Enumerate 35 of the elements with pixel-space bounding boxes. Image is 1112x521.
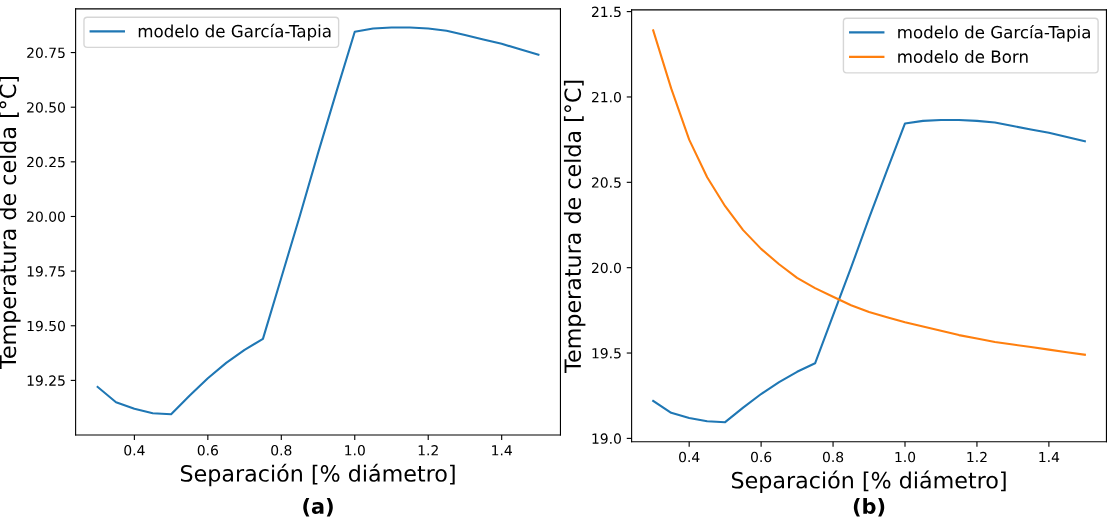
x-tick-label: 1.0 xyxy=(895,451,916,463)
x-tick-label: 0.8 xyxy=(271,445,292,456)
x-tick-label: 1.2 xyxy=(967,451,987,463)
y-tick-label: 20.5 xyxy=(591,177,621,188)
y-tick-label: 20.25 xyxy=(27,156,65,168)
y-tick-label: 19.50 xyxy=(27,320,65,332)
text: (b) xyxy=(853,497,885,517)
x-axis-title: Separación [% diámetro] xyxy=(731,470,1006,493)
y-tick-label: 20.50 xyxy=(27,102,65,113)
x-tick-label: 0.4 xyxy=(679,451,700,463)
x-tick-label: 0.4 xyxy=(124,445,145,456)
x-tick-label: 0.8 xyxy=(822,451,844,463)
x-tick-label: 0.6 xyxy=(197,445,219,456)
x-axis-title: Separación [% diámetro] xyxy=(180,463,455,487)
y-tick-label: 19.0 xyxy=(592,433,621,444)
line-series xyxy=(652,118,1086,424)
y-tick-label: 20.0 xyxy=(591,262,621,274)
y-tick-label: 20.00 xyxy=(27,211,65,222)
legend-label: modelo de García-Tapia xyxy=(138,23,331,41)
x-tick-label: 0.6 xyxy=(750,451,772,463)
x-tick-label: 1.4 xyxy=(1039,451,1060,463)
y-axis-title: Temperatura de celda [°C] xyxy=(563,80,586,373)
y-tick-label: 21.5 xyxy=(591,6,621,18)
x-tick-label: 1.0 xyxy=(345,445,365,456)
legend-label: modelo de García-Tapia xyxy=(898,24,1090,42)
x-tick-label: 1.4 xyxy=(492,445,512,456)
x-tick-label: 1.2 xyxy=(418,445,438,456)
legend-label: modelo de Born xyxy=(898,50,1028,63)
y-tick-label: 19.75 xyxy=(27,266,65,277)
text: (a) xyxy=(303,497,333,517)
y-tick-label: 21.0 xyxy=(591,91,621,103)
y-axis-title: Temperatura de celda [°C] xyxy=(0,76,21,369)
y-tick-label: 20.75 xyxy=(27,47,65,59)
y-tick-label: 19.5 xyxy=(592,348,621,359)
y-tick-label: 19.25 xyxy=(27,375,65,386)
